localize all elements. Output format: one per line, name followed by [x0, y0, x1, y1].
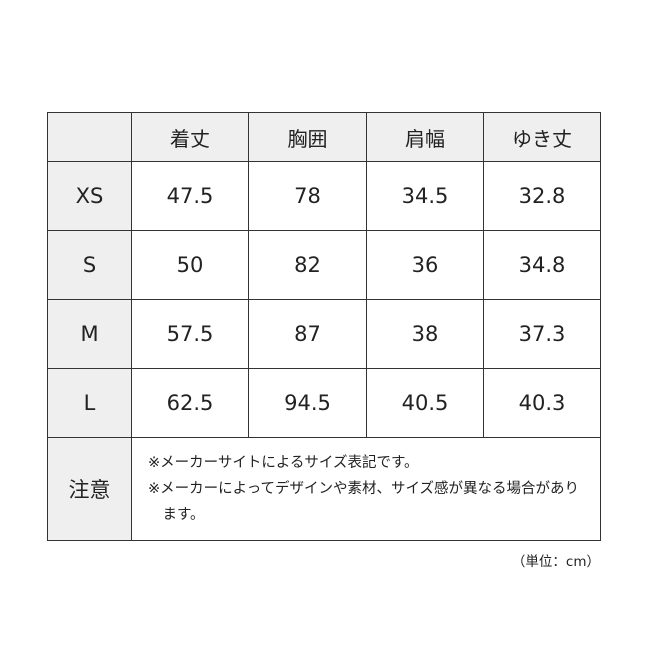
value-cell: 62.5 — [131, 368, 249, 438]
notes-cell: ※メーカーサイトによるサイズ表記です。 ※メーカーによってデザインや素材、サイズ感… — [131, 437, 601, 541]
data-row: XS 47.5 78 34.5 32.8 — [47, 161, 601, 231]
value-cell: 87 — [248, 299, 367, 369]
size-cell: L — [47, 368, 132, 438]
note-line: ※メーカーによってデザインや素材、サイズ感が異なる場合があります。 — [148, 481, 580, 523]
note-row: 注意 ※メーカーサイトによるサイズ表記です。 ※メーカーによってデザインや素材、サイ… — [47, 437, 601, 541]
size-table: 着丈 胸囲 肩幅 ゆき丈 XS 47.5 78 34.5 32.8 S 50 82 36 34.8 M 57.… — [47, 112, 601, 541]
value-cell: 34.5 — [366, 161, 484, 231]
header-cell — [47, 112, 132, 162]
value-cell: 40.3 — [483, 368, 601, 438]
value-cell: 36 — [366, 230, 484, 300]
value-cell: 47.5 — [131, 161, 249, 231]
value-cell: 38 — [366, 299, 484, 369]
header-cell: 着丈 — [131, 112, 249, 162]
value-cell: 32.8 — [483, 161, 601, 231]
data-row: S 50 82 36 34.8 — [47, 230, 601, 300]
value-cell: 50 — [131, 230, 249, 300]
size-cell: XS — [47, 161, 132, 231]
note-label: 注意 — [47, 437, 132, 541]
header-row: 着丈 胸囲 肩幅 ゆき丈 — [47, 112, 601, 162]
value-cell: 78 — [248, 161, 367, 231]
unit-note: （単位：cm） — [511, 554, 600, 570]
header-cell: ゆき丈 — [483, 112, 601, 162]
data-row: M 57.5 87 38 37.3 — [47, 299, 601, 369]
value-cell: 37.3 — [483, 299, 601, 369]
note-line: ※メーカーサイトによるサイズ表記です。 — [148, 455, 419, 471]
size-cell: M — [47, 299, 132, 369]
size-cell: S — [47, 230, 132, 300]
value-cell: 94.5 — [248, 368, 367, 438]
value-cell: 57.5 — [131, 299, 249, 369]
header-cell: 肩幅 — [366, 112, 484, 162]
data-row: L 62.5 94.5 40.5 40.3 — [47, 368, 601, 438]
value-cell: 40.5 — [366, 368, 484, 438]
value-cell: 34.8 — [483, 230, 601, 300]
value-cell: 82 — [248, 230, 367, 300]
header-cell: 胸囲 — [248, 112, 367, 162]
